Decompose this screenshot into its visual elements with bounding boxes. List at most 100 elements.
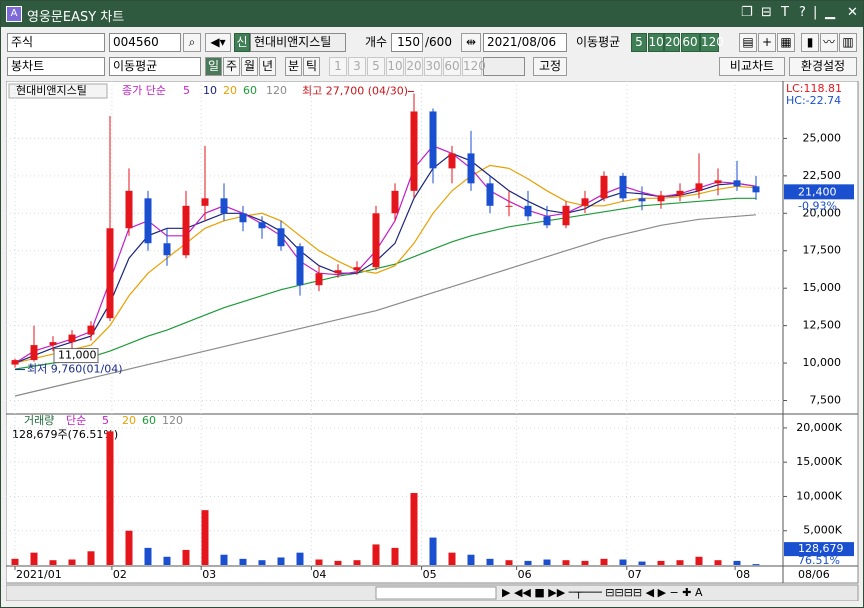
minute-button[interactable]: 30 — [424, 57, 442, 76]
x-end-label: 08/06 — [798, 568, 830, 581]
volume-bar — [505, 560, 513, 565]
candle-body — [201, 198, 209, 206]
volume-bar — [49, 560, 57, 565]
legend-entry: 10 — [203, 84, 217, 97]
line-button[interactable]: 〰 — [820, 33, 838, 52]
ma-line — [14, 214, 757, 397]
bar-button[interactable]: ▥ — [839, 33, 857, 52]
y-tick-label: 10,000 — [803, 356, 842, 369]
count-label: 개수 — [365, 35, 388, 49]
ma-button[interactable]: 10 — [647, 33, 664, 52]
date-input[interactable]: 2021/08/06 — [483, 33, 567, 52]
x-tick-label: 07 — [628, 568, 642, 581]
sound-button[interactable]: ◀▾ — [205, 33, 231, 52]
candle-body — [353, 267, 361, 271]
text-button[interactable]: T — [781, 5, 789, 20]
candle-body — [619, 175, 627, 199]
candle-body — [676, 190, 684, 196]
candle-body — [524, 205, 532, 217]
close-button[interactable]: ✕ — [847, 5, 858, 20]
candle-body — [505, 205, 513, 207]
cross-button[interactable]: + — [758, 33, 776, 52]
candle-body — [144, 198, 152, 244]
settings-button[interactable]: 환경설정 — [789, 57, 857, 76]
y-tick-label: 20,000 — [803, 206, 842, 219]
tool-button[interactable]: ▤ — [739, 33, 757, 52]
period-button[interactable]: 주 — [223, 57, 240, 76]
candle-body — [467, 153, 475, 184]
volume-bar — [562, 560, 570, 565]
ma-button[interactable]: 120 — [700, 33, 724, 52]
ma-legend-label: 종가 단순 — [122, 84, 166, 97]
period-button[interactable]: 분 — [285, 57, 302, 76]
volume-bar — [733, 560, 741, 565]
chart-title: 현대비앤지스틸 — [16, 84, 87, 97]
period-button[interactable]: 일 — [205, 57, 222, 76]
volume-bar — [486, 558, 494, 565]
volume-bar — [68, 559, 76, 565]
x-tick-label: 04 — [312, 568, 326, 581]
candle-body — [581, 198, 589, 206]
title-box — [8, 83, 108, 99]
ma-button[interactable]: 60 — [680, 33, 700, 52]
price-tag — [784, 184, 854, 200]
scroll-thumb[interactable] — [375, 586, 497, 600]
candle-body — [30, 345, 38, 361]
ma-button[interactable]: 20 — [664, 33, 680, 52]
legend-entry: 60 — [243, 84, 257, 97]
minute-button[interactable]: 5 — [367, 57, 385, 76]
period-button[interactable]: 틱 — [303, 57, 320, 76]
volume-bar — [372, 544, 380, 565]
help-button[interactable]: ? — [799, 5, 806, 20]
candle-button[interactable]: ▮ — [801, 33, 819, 52]
y-tick-label: 15,000K — [796, 455, 842, 468]
x-tick-label: 05 — [423, 568, 437, 581]
volume-bar — [334, 560, 342, 565]
count-input[interactable]: 150 — [391, 33, 423, 52]
volume-bar — [87, 551, 95, 565]
minute-input[interactable] — [483, 57, 525, 76]
y-tick-label: 10,000K — [796, 489, 842, 502]
x-tick-label: 02 — [113, 568, 127, 581]
x-tick-label: 08 — [736, 568, 750, 581]
volume-bar — [163, 556, 171, 565]
ma-line — [14, 164, 757, 364]
search-button[interactable]: ⌕ — [183, 33, 201, 52]
candle-body — [315, 273, 323, 286]
compare-button[interactable]: 비교차트 — [719, 57, 785, 76]
market-select[interactable]: 주식 — [7, 33, 105, 52]
candle-body — [239, 213, 247, 223]
candle-body — [733, 180, 741, 187]
volume-bar — [106, 431, 114, 565]
minute-button[interactable]: 10 — [386, 57, 404, 76]
ma-button[interactable]: 5 — [631, 33, 647, 52]
volume-bar — [752, 564, 760, 566]
chart-kind-select[interactable]: 봉차트 — [7, 57, 105, 76]
candle-body — [258, 222, 266, 229]
volume-bar — [315, 559, 323, 565]
indicator-select[interactable]: 이동평균 — [109, 57, 201, 76]
volume-bar — [125, 530, 133, 565]
volume-bar — [353, 560, 361, 565]
period-button[interactable]: 년 — [259, 57, 276, 76]
minute-button[interactable]: 3 — [348, 57, 366, 76]
volume-bar — [201, 510, 209, 565]
scroll-controls[interactable]: ▶ ◀◀ ■ ▶▶ ─┬─── ⊟⊟⊟⊟ ◀ ▶ − ✚ A — [502, 586, 703, 599]
period-button[interactable]: 월 — [241, 57, 258, 76]
volume-bar — [638, 561, 646, 565]
range-button[interactable]: ⇹ — [461, 33, 481, 52]
lock-button[interactable]: ⊟ — [761, 5, 772, 20]
volume-bar — [619, 559, 627, 565]
price-tag-label: 21,400 — [798, 185, 837, 198]
minute-button[interactable]: 20 — [405, 57, 423, 76]
candle-body — [68, 334, 76, 343]
minimize-button[interactable]: ▁ — [825, 5, 835, 20]
fixed-button[interactable]: 고정 — [533, 57, 567, 76]
minute-button[interactable]: 120 — [462, 57, 486, 76]
minute-button[interactable]: 60 — [443, 57, 461, 76]
minute-button[interactable]: 1 — [329, 57, 347, 76]
code-input[interactable]: 004560 — [109, 33, 181, 52]
grid-button[interactable]: ▦ — [777, 33, 795, 52]
restore-button[interactable]: ❐ — [741, 5, 753, 20]
candle-body — [657, 195, 665, 202]
